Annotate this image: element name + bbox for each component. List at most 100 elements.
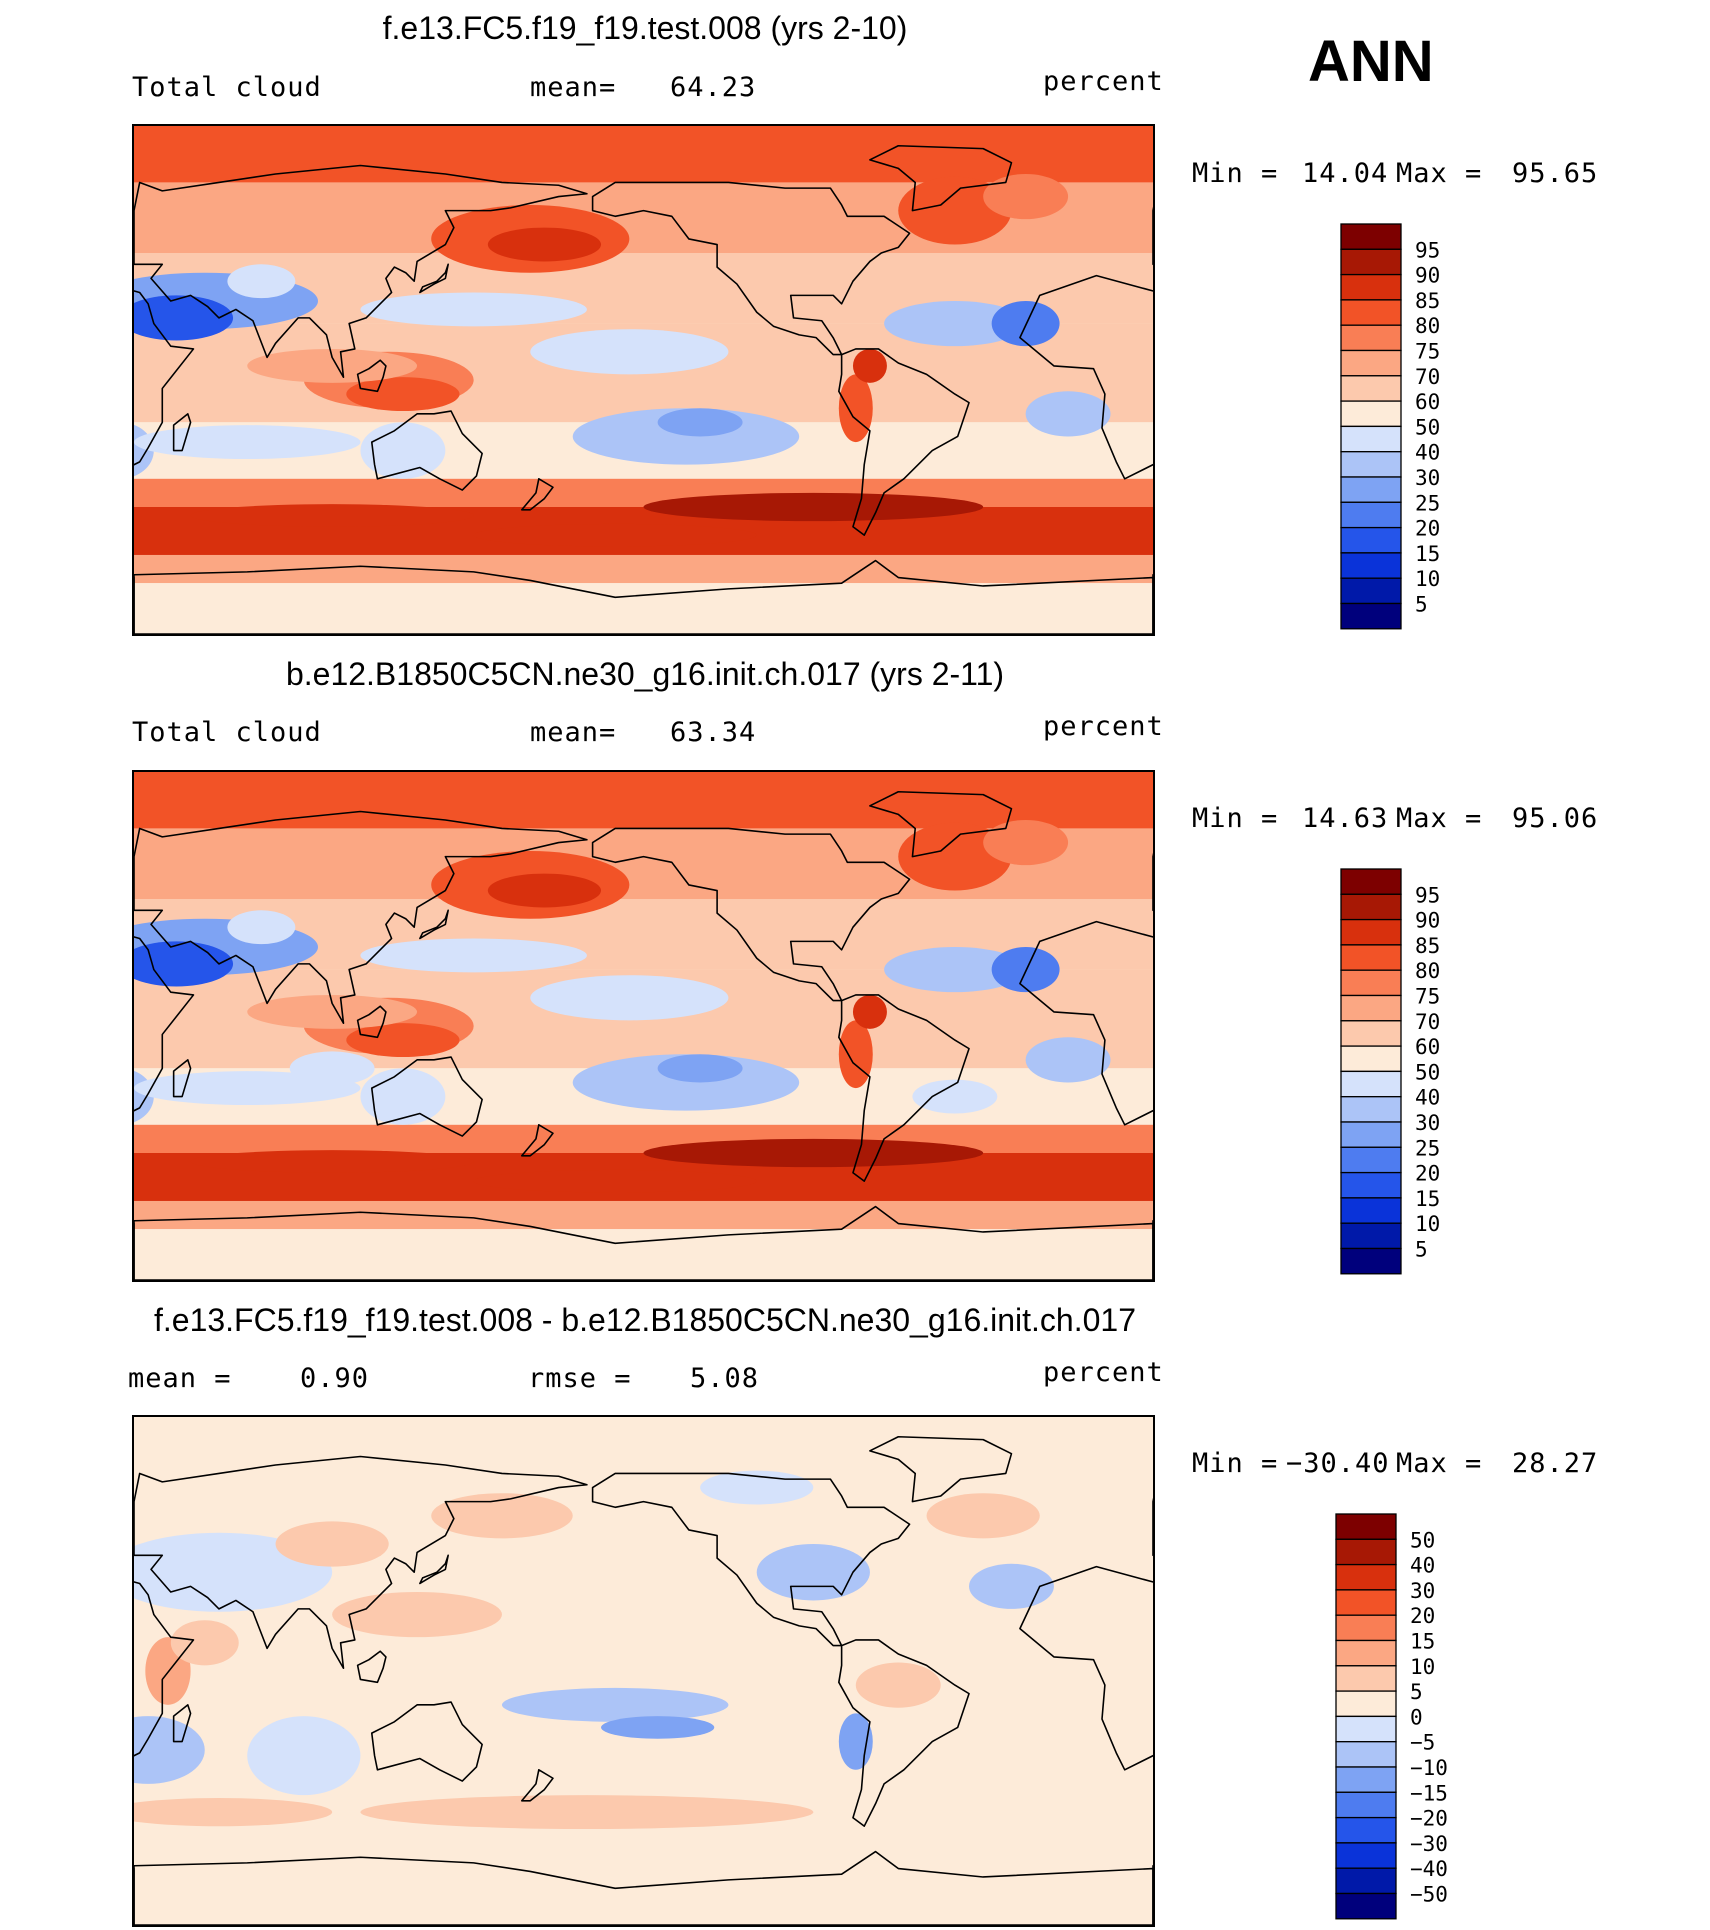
contour-region — [289, 1051, 375, 1086]
contour-region — [473, 523, 757, 547]
colorbar-swatch — [1340, 1070, 1402, 1098]
panel-2-max-label: Max = — [1396, 803, 1483, 834]
colorbar-swatch — [1335, 1892, 1397, 1920]
coastline — [419, 263, 449, 294]
contour-region — [572, 408, 800, 465]
coastline — [134, 1205, 1153, 1280]
colorbar-tick-label: 40 — [1415, 1086, 1440, 1110]
contour-region — [473, 1169, 757, 1193]
contour-region — [247, 994, 418, 1029]
contour-region — [852, 994, 887, 1029]
panel-3-map — [132, 1415, 1155, 1927]
colorbar-swatch — [1335, 1614, 1397, 1642]
colorbar-swatch — [1340, 451, 1402, 478]
panel-3-rmse-label: rmse = — [528, 1363, 632, 1394]
colorbar-tick-label: 75 — [1415, 340, 1440, 364]
panel-1-max-value: 95.65 — [1512, 158, 1599, 189]
colorbar-tick-label: −50 — [1410, 1883, 1448, 1907]
colorbar-swatch — [1340, 526, 1402, 554]
colorbar-swatch — [1340, 375, 1402, 402]
contour-band — [134, 554, 1153, 584]
panel-2-variable-label: Total cloud — [132, 717, 322, 748]
contour-region — [884, 946, 1026, 993]
colorbar-swatch — [1335, 1816, 1397, 1844]
coastline — [134, 810, 588, 1025]
coastline — [370, 1701, 483, 1782]
contour-region — [332, 1591, 502, 1638]
colorbar-tick-label: 60 — [1415, 1035, 1440, 1059]
contour-region — [657, 408, 743, 437]
season-label: ANN — [1308, 29, 1434, 94]
coastline — [869, 1435, 1013, 1503]
panel-1-max-label: Max = — [1396, 158, 1483, 189]
coastline — [591, 1472, 911, 1647]
contour-band — [134, 478, 1153, 507]
coastline — [520, 1769, 554, 1802]
panel-1-min-value: 14.04 — [1302, 158, 1389, 189]
colorbar-tick-label: 20 — [1410, 1604, 1435, 1628]
contour-region — [855, 1662, 941, 1708]
contour-region — [487, 873, 602, 908]
colorbar-tick-label: 40 — [1415, 441, 1440, 465]
contour-region — [247, 1716, 361, 1796]
contour-region — [643, 492, 984, 522]
coastline — [1019, 1565, 1153, 1771]
panel-2-units: percent — [1043, 711, 1164, 742]
contour-region — [1025, 1037, 1111, 1083]
colorbar-tick-label: 30 — [1415, 1111, 1440, 1135]
colorbar-swatch — [1340, 299, 1402, 326]
panel-1-colorbar: 95 90 85 80 75 70 60 50 40 30 25 20 15 10 5 — [1340, 223, 1540, 632]
panel-2-colorbar: 95 90 85 80 75 70 60 50 40 30 25 20 15 10 5 — [1340, 868, 1540, 1277]
contour-region — [838, 374, 873, 443]
colorbar-tick-label: 90 — [1415, 264, 1440, 288]
colorbar-swatch — [1335, 1563, 1397, 1591]
colorbar-tick-label: 10 — [1415, 1212, 1440, 1236]
colorbar-swatch — [1340, 1045, 1402, 1073]
contour-band — [134, 583, 1153, 634]
colorbar-tick-label: −20 — [1410, 1807, 1448, 1831]
colorbar-swatch — [1340, 324, 1402, 352]
coastline — [134, 290, 195, 466]
coastline — [419, 1554, 449, 1585]
colorbar-swatch — [1340, 1197, 1402, 1224]
colorbar-tick-label: 20 — [1415, 517, 1440, 541]
contour-region — [275, 1521, 389, 1567]
panel-3-min-value: −30.40 — [1286, 1448, 1390, 1479]
contour-region — [487, 227, 602, 262]
colorbar-tick-label: 15 — [1415, 542, 1440, 566]
colorbar-swatch — [1335, 1639, 1397, 1667]
contour-region — [756, 1544, 870, 1601]
colorbar-tick-label: 5 — [1415, 1238, 1428, 1262]
coastline — [591, 181, 911, 356]
contour-region — [170, 1620, 239, 1666]
colorbar-swatch — [1335, 1513, 1397, 1540]
contour-region — [852, 348, 887, 383]
contour-region — [643, 1138, 984, 1168]
contour-region — [360, 292, 587, 327]
colorbar-tick-label: −40 — [1410, 1857, 1448, 1881]
panel-3-mean-value: 0.90 — [300, 1363, 370, 1394]
colorbar-swatch — [1340, 1096, 1402, 1123]
colorbar-swatch — [1340, 602, 1402, 630]
colorbar-tick-label: 30 — [1410, 1579, 1435, 1603]
contour-band — [134, 1417, 1153, 1925]
colorbar-swatch — [1340, 1222, 1402, 1250]
contour-band — [134, 1229, 1153, 1280]
contour-region — [912, 1079, 998, 1114]
colorbar-tick-label: 80 — [1415, 959, 1440, 983]
contour-region — [572, 1054, 800, 1111]
colorbar-swatch — [1335, 1715, 1397, 1743]
coastline — [869, 790, 1013, 858]
panel-1-title: f.e13.FC5.f19_f19.test.008 (yrs 2-10) — [382, 10, 908, 46]
coastline — [356, 1650, 387, 1684]
contour-region — [501, 1687, 729, 1722]
colorbar-swatch — [1340, 476, 1402, 503]
contour-region — [190, 1150, 474, 1173]
panel-1-mean-value: 64.23 — [670, 72, 757, 103]
contour-region — [1025, 391, 1111, 437]
colorbar-tick-label: 85 — [1415, 289, 1440, 313]
colorbar-swatch — [1340, 1171, 1402, 1199]
panel-3-title: f.e13.FC5.f19_f19.test.008 - b.e12.B1850… — [153, 1302, 1136, 1338]
colorbar-tick-label: −5 — [1410, 1731, 1435, 1755]
colorbar-swatch — [1340, 425, 1402, 453]
